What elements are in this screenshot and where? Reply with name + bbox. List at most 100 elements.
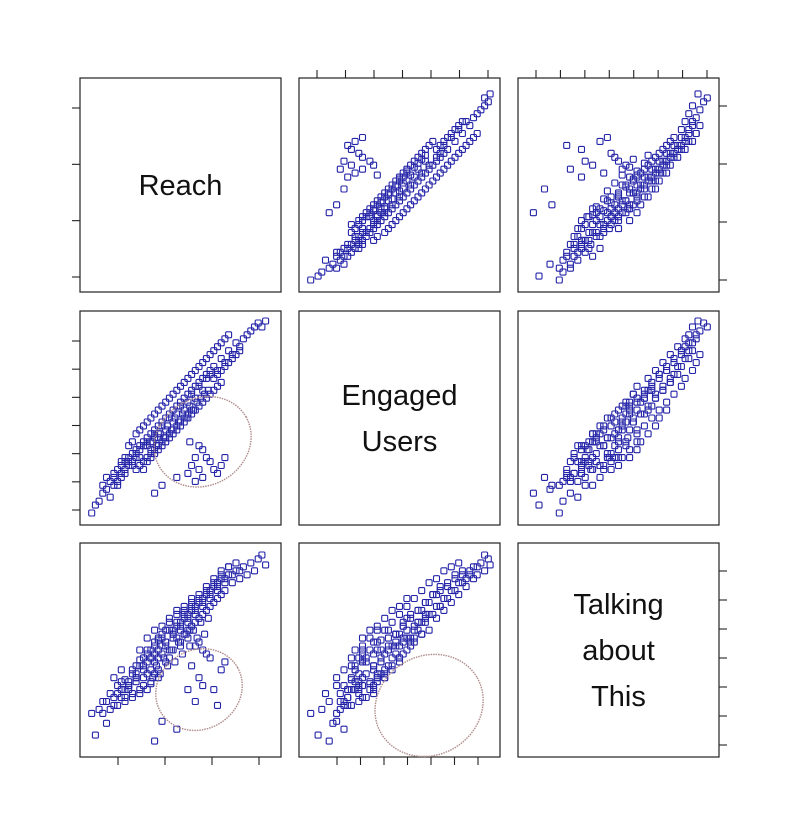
- data-point: [655, 177, 663, 185]
- data-point: [577, 244, 586, 252]
- data-point: [425, 598, 433, 607]
- data-point: [333, 682, 341, 690]
- data-point: [370, 221, 378, 229]
- data-point: [399, 618, 407, 626]
- data-point: [191, 610, 199, 618]
- data-point: [221, 575, 229, 583]
- data-point: [154, 430, 162, 438]
- data-point: [381, 650, 389, 658]
- data-point: [418, 587, 426, 595]
- data-point: [333, 252, 341, 260]
- data-point: [351, 662, 359, 670]
- data-point: [366, 686, 374, 694]
- data-point: [540, 185, 549, 193]
- data-point: [622, 438, 630, 446]
- data-point: [614, 446, 623, 454]
- data-point: [592, 217, 600, 225]
- data-point: [484, 98, 492, 106]
- data-point: [436, 602, 444, 610]
- data-point: [213, 587, 222, 595]
- data-point: [388, 606, 396, 614]
- data-point: [117, 666, 125, 674]
- data-point: [574, 477, 582, 485]
- data-point: [410, 626, 418, 634]
- data-point: [618, 171, 626, 179]
- data-point: [188, 602, 196, 610]
- data-point: [392, 189, 400, 197]
- data-point: [603, 187, 611, 195]
- data-point: [355, 697, 363, 706]
- data-point: [139, 674, 148, 682]
- data-point: [626, 454, 634, 462]
- data-point: [410, 638, 418, 646]
- data-point: [458, 118, 466, 126]
- data-point: [158, 717, 166, 725]
- variable-label: about: [582, 635, 655, 667]
- data-point: [589, 228, 597, 237]
- data-point: [685, 355, 693, 363]
- data-point: [147, 430, 155, 438]
- data-point: [640, 394, 648, 402]
- data-point: [147, 654, 155, 662]
- data-point: [114, 465, 122, 474]
- data-point: [381, 209, 389, 217]
- data-point: [648, 177, 656, 185]
- data-point: [262, 561, 270, 569]
- data-point: [444, 594, 452, 603]
- data-point: [629, 155, 637, 163]
- data-point: [173, 622, 181, 630]
- data-point: [358, 217, 367, 225]
- data-point: [577, 469, 586, 477]
- data-point: [624, 434, 632, 442]
- data-point: [388, 201, 396, 209]
- data-point: [410, 634, 418, 642]
- data-point: [106, 477, 114, 485]
- data-point: [648, 185, 656, 193]
- data-point: [410, 181, 418, 189]
- data-point: [651, 394, 660, 402]
- data-point: [395, 654, 404, 662]
- data-point: [418, 155, 426, 163]
- data-point: [659, 382, 667, 390]
- data-point: [176, 626, 185, 634]
- data-point: [370, 225, 378, 233]
- data-point: [677, 133, 685, 142]
- data-point: [169, 430, 177, 438]
- data-point: [674, 343, 682, 351]
- data-point: [132, 454, 140, 462]
- data-point: [403, 205, 411, 213]
- data-point: [626, 402, 634, 410]
- data-point: [136, 446, 144, 454]
- data-point: [321, 256, 330, 264]
- data-point: [236, 347, 244, 355]
- data-point: [670, 390, 678, 398]
- data-point: [199, 374, 207, 382]
- data-point: [455, 591, 463, 599]
- data-point: [358, 225, 367, 233]
- data-point: [195, 442, 203, 450]
- data-point: [466, 137, 474, 145]
- data-point: [132, 674, 140, 682]
- data-point: [206, 654, 214, 662]
- data-point: [355, 149, 363, 157]
- data-point: [577, 173, 586, 181]
- data-point: [358, 646, 367, 654]
- data-point: [340, 725, 348, 733]
- data-point: [158, 481, 166, 489]
- data-point: [125, 442, 133, 450]
- data-point: [677, 126, 685, 134]
- data-point: [607, 414, 615, 422]
- data-point: [688, 339, 697, 347]
- data-point: [663, 161, 671, 169]
- data-point: [618, 181, 626, 189]
- data-point: [210, 362, 218, 371]
- data-point: [447, 157, 455, 165]
- data-point: [418, 606, 426, 614]
- data-point: [407, 638, 415, 646]
- data-point: [232, 567, 240, 575]
- data-point: [469, 114, 478, 122]
- data-point: [225, 347, 233, 355]
- data-point: [589, 252, 597, 260]
- data-point: [151, 426, 159, 434]
- data-point: [407, 161, 415, 169]
